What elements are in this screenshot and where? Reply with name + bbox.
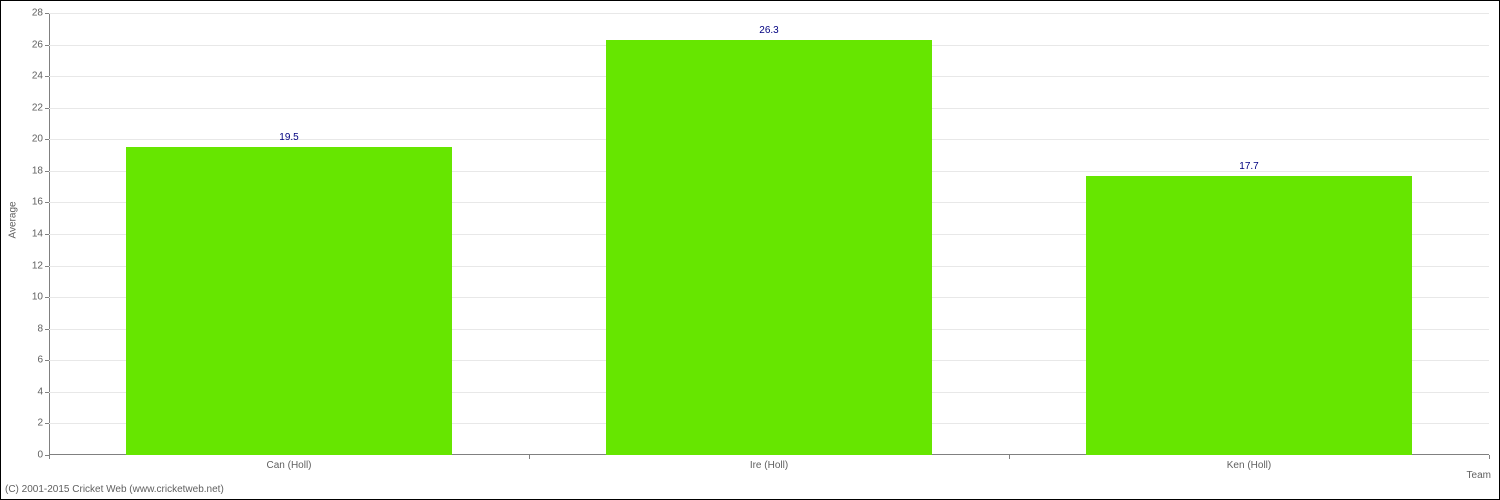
bar-value-label: 19.5 [279, 132, 298, 143]
x-tick-mark [1009, 455, 1010, 459]
y-tick-label: 4 [3, 386, 43, 397]
y-tick-label: 22 [3, 102, 43, 113]
x-axis-title: Team [1467, 470, 1491, 481]
y-tick-mark [45, 234, 49, 235]
y-tick-mark [45, 392, 49, 393]
y-tick-mark [45, 360, 49, 361]
x-tick-mark [529, 455, 530, 459]
y-tick-label: 24 [3, 71, 43, 82]
y-tick-mark [45, 266, 49, 267]
x-tick-mark [49, 455, 50, 459]
y-tick-mark [45, 45, 49, 46]
y-tick-label: 28 [3, 8, 43, 19]
y-tick-label: 16 [3, 197, 43, 208]
footer-copyright: (C) 2001-2015 Cricket Web (www.cricketwe… [5, 484, 224, 495]
y-tick-label: 12 [3, 260, 43, 271]
y-tick-mark [45, 171, 49, 172]
x-tick-label: Ken (Holl) [1227, 460, 1271, 471]
y-tick-mark [45, 13, 49, 14]
y-tick-label: 6 [3, 355, 43, 366]
bar [606, 40, 932, 455]
y-tick-label: 8 [3, 323, 43, 334]
y-tick-label: 2 [3, 418, 43, 429]
y-tick-mark [45, 297, 49, 298]
y-tick-label: 18 [3, 165, 43, 176]
y-tick-mark [45, 202, 49, 203]
y-tick-label: 20 [3, 134, 43, 145]
y-tick-label: 26 [3, 39, 43, 50]
bar [126, 147, 452, 455]
chart-container: 19.5 Can (Holl) 26.3 Ire (Holl) 17.7 Ken (Hol… [0, 0, 1500, 500]
x-tick-label: Can (Holl) [266, 460, 311, 471]
x-tick-mark [1489, 455, 1490, 459]
gridline [49, 13, 1489, 14]
bar-value-label: 17.7 [1239, 161, 1258, 172]
y-tick-mark [45, 76, 49, 77]
y-tick-mark [45, 423, 49, 424]
bar [1086, 176, 1412, 455]
bar-value-label: 26.3 [759, 25, 778, 36]
plot-area: 19.5Can (Holl)26.3Ire (Holl)17.7Ken (Hol… [49, 13, 1489, 455]
x-tick-label: Ire (Holl) [750, 460, 788, 471]
y-tick-label: 10 [3, 292, 43, 303]
y-tick-label: 0 [3, 450, 43, 461]
y-tick-mark [45, 108, 49, 109]
y-tick-mark [45, 139, 49, 140]
y-tick-label: 14 [3, 229, 43, 240]
y-tick-mark [45, 329, 49, 330]
